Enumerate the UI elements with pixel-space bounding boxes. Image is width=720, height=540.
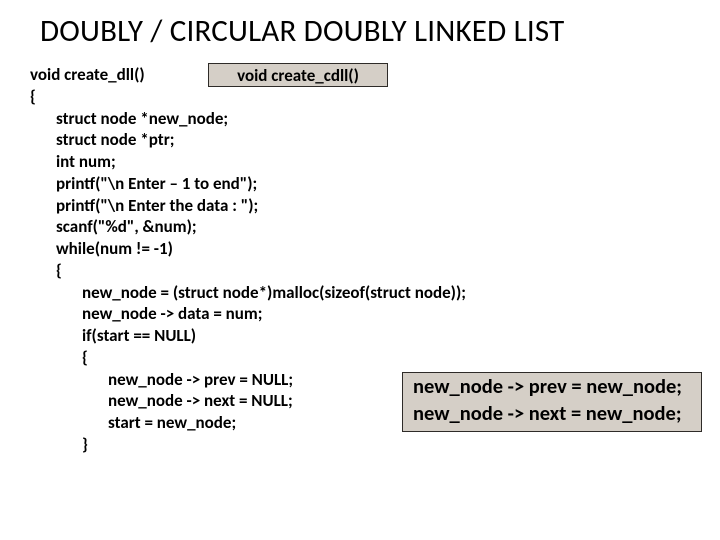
highlight-cdll-fn: void create_cdll()	[208, 63, 388, 87]
highlight-text: void create_cdll()	[237, 65, 359, 86]
page-title: DOUBLY / CIRCULAR DOUBLY LINKED LIST	[40, 12, 564, 50]
code-line: new_node = (struct node*)malloc(sizeof(s…	[30, 282, 466, 304]
code-block: void create_dll() { struct node *new_nod…	[30, 64, 466, 456]
code-line: while(num != -1)	[30, 238, 466, 260]
code-line: void create_dll()	[30, 64, 145, 85]
code-line: if(start == NULL)	[30, 325, 466, 347]
code-line: start = new_node;	[30, 412, 466, 434]
code-line: scanf("%d", &num);	[30, 216, 466, 238]
slide: DOUBLY / CIRCULAR DOUBLY LINKED LIST voi…	[0, 0, 720, 540]
code-line: {	[30, 347, 466, 369]
code-line: {	[30, 260, 466, 282]
highlight-line: new_node -> prev = new_node;	[413, 373, 682, 400]
code-line: printf("\n Enter – 1 to end");	[30, 173, 466, 195]
code-line: {	[30, 86, 36, 107]
code-line: new_node -> prev = NULL;	[30, 369, 466, 391]
code-line: int num;	[30, 151, 466, 173]
highlight-self-link: new_node -> prev = new_node; new_node ->…	[402, 372, 702, 432]
code-line: struct node *new_node;	[30, 108, 466, 130]
code-line: printf("\n Enter the data : ");	[30, 195, 466, 217]
code-line: }	[30, 434, 466, 456]
code-line: new_node -> data = num;	[30, 303, 466, 325]
code-line: struct node *ptr;	[30, 129, 466, 151]
highlight-line: new_node -> next = new_node;	[413, 400, 682, 427]
code-line: new_node -> next = NULL;	[30, 390, 466, 412]
